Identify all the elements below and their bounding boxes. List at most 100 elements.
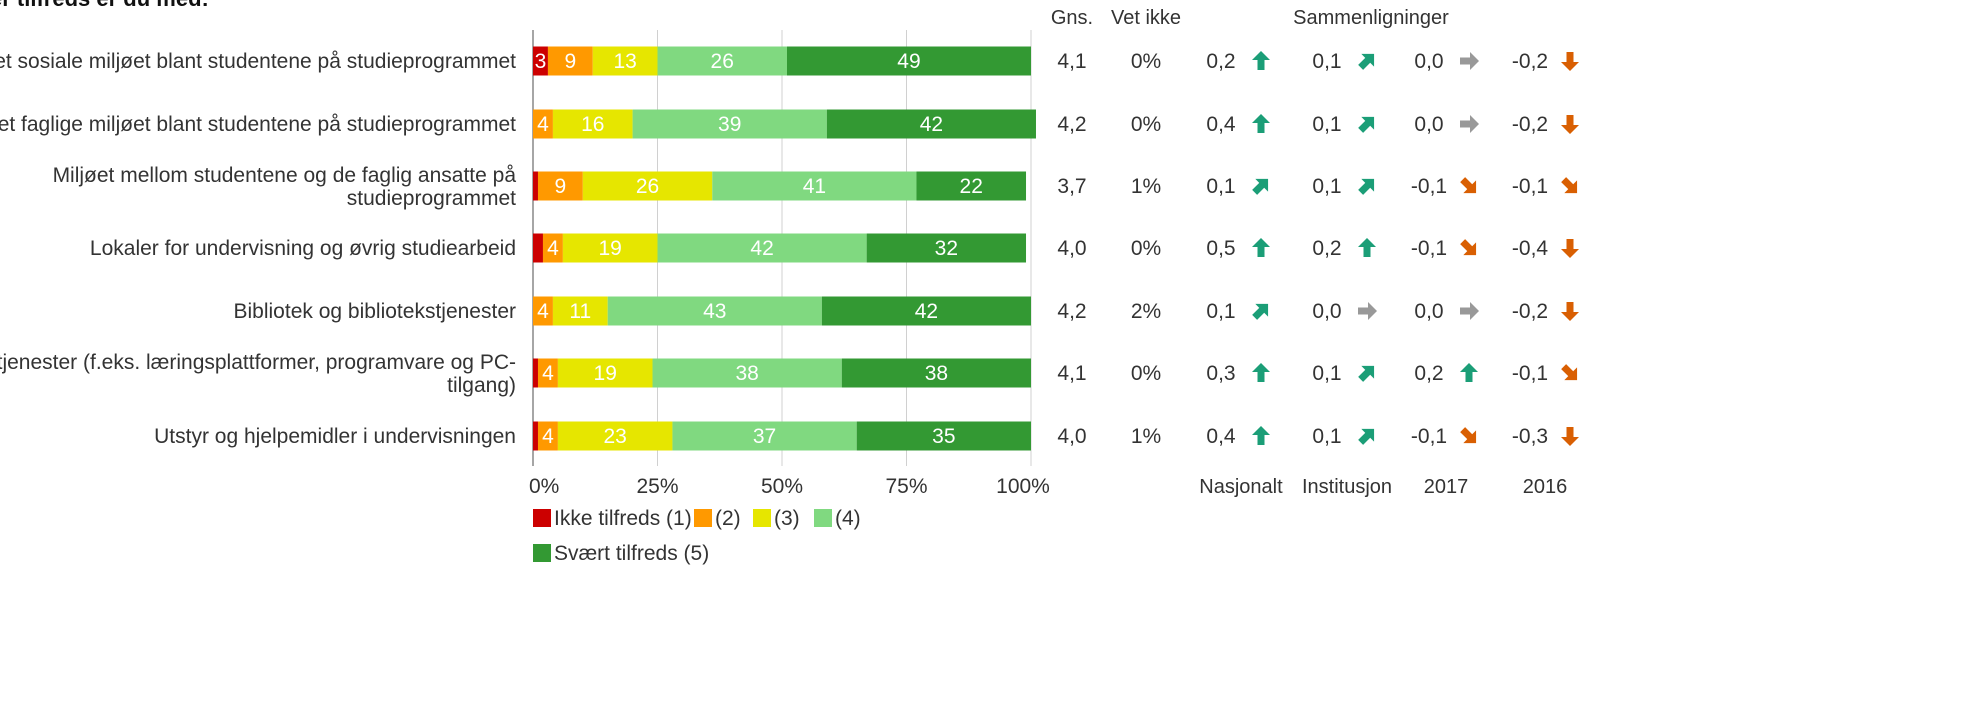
comparison-value: 0,4 — [1206, 425, 1236, 448]
stat-columns: 4,1 0% 4,2 0% 3,7 1% 4,0 0% 4,2 2% 4,1 0% 4,0 1% Gns. V… — [1051, 7, 1181, 448]
bar-segment — [821, 296, 1031, 326]
bar-value-label: 37 — [753, 425, 776, 448]
x-tick-labels: 0% 25% 50% 75% 100% — [529, 475, 1050, 498]
bar-value-label: 9 — [555, 175, 567, 198]
bar-value-label: 4 — [542, 425, 554, 448]
bar-segment — [592, 46, 658, 76]
legend-label: (2) — [715, 507, 741, 530]
category-label: studieprogrammet — [347, 187, 516, 210]
bar-value-label: 22 — [960, 175, 983, 198]
arrow-down-icon — [1561, 239, 1579, 258]
mean-value: 4,1 — [1057, 362, 1086, 385]
bar-segment — [542, 233, 563, 263]
bar-segment — [562, 233, 658, 263]
comparison-value: -0,4 — [1512, 237, 1549, 260]
bar-value-label: 26 — [711, 50, 734, 73]
category-label: Det faglige miljøet blant studentene på … — [0, 113, 516, 136]
comparison-value: -0,1 — [1512, 175, 1548, 198]
bar-segment — [866, 233, 1027, 263]
bar-value-label: 9 — [565, 50, 577, 73]
bar-segment — [537, 358, 558, 388]
x-tick-label: 50% — [761, 475, 803, 498]
bar-value-label: 49 — [897, 50, 920, 73]
dont-know-header: Vet ikke — [1111, 7, 1181, 29]
arrow-up-icon — [1358, 238, 1376, 257]
bar-value-label: 4 — [547, 237, 559, 260]
bar-segment — [537, 171, 583, 201]
bar-value-label: 4 — [537, 300, 549, 323]
arrow-up-right-icon — [1358, 178, 1375, 195]
arrow-up-right-icon — [1252, 303, 1269, 320]
dont-know-value: 0% — [1131, 113, 1161, 136]
bar-value-label: 19 — [599, 237, 622, 260]
arrow-down-icon — [1561, 52, 1579, 71]
legend-swatch — [533, 544, 551, 562]
arrow-up-right-icon — [1358, 116, 1375, 133]
bar-value-label: 4 — [542, 362, 554, 385]
comparison-value: -0,2 — [1512, 50, 1548, 73]
bar-segment — [916, 171, 1027, 201]
arrow-up-icon — [1252, 238, 1270, 257]
bar-segment — [632, 109, 827, 139]
comparison-value: -0,1 — [1512, 362, 1548, 385]
category-label: Det sosiale miljøet blant studentene på … — [0, 50, 516, 73]
comparison-value: -0,1 — [1411, 175, 1447, 198]
bar-value-label: 32 — [935, 237, 958, 260]
bar-segment — [533, 46, 548, 76]
arrow-up-right-icon — [1358, 365, 1375, 382]
arrow-right-icon — [1460, 302, 1479, 320]
bar-segment — [856, 421, 1031, 451]
arrow-down-right-icon — [1561, 177, 1578, 194]
comparison-value: 0,2 — [1312, 237, 1341, 260]
legend-label: Ikke tilfreds (1) — [554, 507, 692, 530]
dont-know-value: 1% — [1131, 425, 1161, 448]
comparison-value: 0,2 — [1414, 362, 1443, 385]
bar-segment — [552, 109, 633, 139]
category-label: Miljøet mellom studentene og de faglig a… — [53, 164, 517, 187]
arrow-up-icon — [1252, 51, 1270, 70]
arrow-up-icon — [1252, 114, 1270, 133]
mean-value: 4,1 — [1057, 50, 1086, 73]
bar-value-label: 39 — [718, 113, 741, 136]
x-tick-label: 100% — [996, 475, 1050, 498]
comparison-value: 0,1 — [1312, 113, 1341, 136]
dont-know-value: 1% — [1131, 175, 1161, 198]
bar-segment — [582, 171, 713, 201]
mean-value: 4,2 — [1057, 113, 1086, 136]
bar-value-label: 23 — [603, 425, 626, 448]
comparison-value: 0,4 — [1206, 113, 1236, 136]
comparison-value: 0,1 — [1312, 425, 1341, 448]
mean-value: 4,2 — [1057, 300, 1086, 323]
category-label: Utstyr og hjelpemidler i undervisningen — [154, 425, 516, 448]
legend-swatch — [753, 509, 771, 527]
comparison-value: 0,0 — [1414, 300, 1443, 323]
comparison-value: -0,2 — [1512, 300, 1548, 323]
bar-value-label: 38 — [735, 362, 758, 385]
bar-segment — [712, 171, 917, 201]
arrow-up-right-icon — [1358, 53, 1375, 70]
dont-know-value: 0% — [1131, 50, 1161, 73]
arrow-up-icon — [1252, 426, 1270, 445]
comparison-value: 0,1 — [1312, 175, 1341, 198]
arrow-down-right-icon — [1460, 427, 1477, 444]
bar-segment — [552, 296, 608, 326]
x-tick-label: 0% — [529, 475, 559, 498]
arrow-down-icon — [1561, 427, 1579, 446]
comparison-value: 0,1 — [1206, 300, 1235, 323]
bar-segment — [533, 421, 538, 451]
comparison-value: -0,1 — [1411, 237, 1447, 260]
chart-title-partial: er tilfreds er du med: — [0, 0, 209, 11]
category-label: Bibliotek og bibliotekstjenester — [234, 300, 517, 323]
mean-value: 4,0 — [1057, 425, 1086, 448]
bar-value-label: 42 — [915, 300, 938, 323]
bar-value-label: 4 — [537, 113, 549, 136]
arrow-right-icon — [1460, 52, 1479, 70]
comparison-value: -0,3 — [1512, 425, 1548, 448]
dont-know-value: 2% — [1131, 300, 1161, 323]
bar-segment — [657, 46, 787, 76]
arrow-down-right-icon — [1460, 177, 1477, 194]
legend-swatch — [533, 509, 551, 527]
comparison-label: 2016 — [1523, 476, 1568, 498]
mean-value: 4,0 — [1057, 237, 1086, 260]
